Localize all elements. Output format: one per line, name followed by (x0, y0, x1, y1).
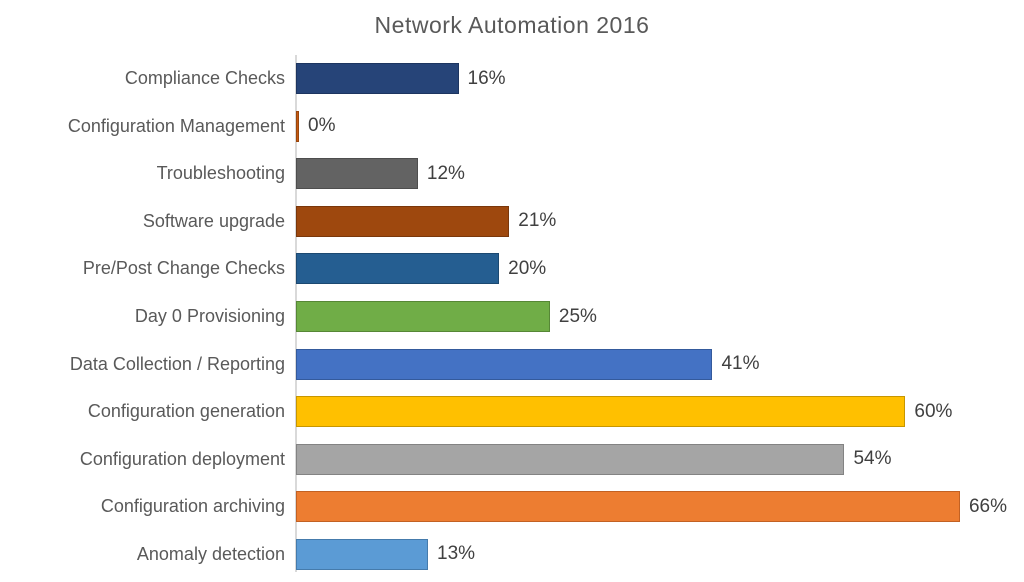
category-label: Configuration Management (67, 115, 285, 136)
value-label: 54% (853, 448, 892, 470)
bar-row: Day 0 Provisioning 25% (0, 293, 1024, 341)
bar-track: 12% (296, 150, 1007, 198)
category-label: Day 0 Provisioning (134, 306, 285, 326)
bar-track: 66% (296, 483, 1007, 531)
bar-track: 20% (296, 245, 1007, 293)
value-label: 13% (437, 543, 476, 565)
bar-track: 60% (296, 388, 1007, 436)
value-label: 16% (467, 67, 506, 89)
value-label: 66% (968, 495, 1007, 517)
bar (296, 538, 429, 570)
bar-track: 54% (296, 435, 1007, 483)
category-label: Compliance Checks (124, 68, 285, 89)
value-label: 20% (508, 257, 547, 279)
bar-track: 25% (296, 293, 1007, 341)
category-label: Pre/Post Change Checks (82, 258, 285, 279)
category-label: Configuration deployment (79, 448, 285, 469)
bar-row: Anomaly detection 13% (0, 530, 1024, 578)
value-label: 0% (308, 115, 336, 137)
category-label: Software upgrade (142, 210, 285, 231)
plot-area: Compliance Checks 16% Configuration Manage… (0, 55, 1024, 578)
category-label: Troubleshooting (156, 163, 285, 184)
bar-row: Configuration deployment 54% (0, 435, 1024, 483)
bar (296, 443, 845, 475)
bar-track: 41% (296, 340, 1007, 388)
category-label: Anomaly detection (136, 543, 285, 564)
bar-track: 16% (296, 55, 1007, 103)
bar-row: Data Collection / Reporting 41% (0, 340, 1024, 388)
bar (296, 491, 960, 523)
bar (296, 63, 459, 95)
category-label: Data Collection / Reporting (69, 353, 285, 374)
bar-row: Troubleshooting 12% (0, 150, 1024, 198)
bar-track: 13% (296, 530, 1007, 578)
bar (296, 205, 510, 237)
value-label: 60% (914, 400, 953, 422)
bar-row: Configuration Management 0% (0, 103, 1024, 151)
value-label: 41% (721, 353, 760, 375)
chart-title: Network Automation 2016 (374, 12, 650, 38)
bar (296, 158, 418, 190)
bar-row: Configuration generation 60% (0, 388, 1024, 436)
bar-row: Pre/Post Change Checks 20% (0, 245, 1024, 293)
value-label: 25% (558, 305, 597, 327)
bar-row: Compliance Checks 16% (0, 55, 1024, 103)
bar-row: Configuration archiving 66% (0, 483, 1024, 531)
bar (296, 253, 500, 285)
category-label: Configuration archiving (100, 496, 285, 517)
value-label: 12% (426, 162, 465, 184)
bar (296, 348, 713, 380)
value-label: 21% (518, 210, 557, 232)
category-label: Configuration generation (87, 401, 285, 422)
bar-track: 0% (296, 103, 1007, 151)
bar (296, 301, 550, 332)
bar-track: 21% (296, 198, 1007, 246)
bar (296, 110, 299, 142)
bar (296, 396, 906, 428)
bar-row: Software upgrade 21% (0, 198, 1024, 246)
